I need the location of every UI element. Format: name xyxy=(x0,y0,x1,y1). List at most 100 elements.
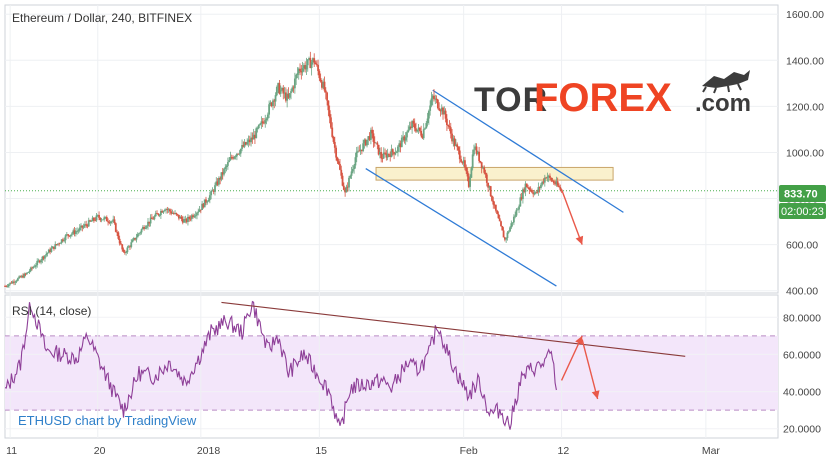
candle-body xyxy=(225,165,228,168)
candle-body xyxy=(525,183,528,188)
candle-body xyxy=(194,215,197,217)
time-tick-label: 15 xyxy=(315,445,327,457)
candle-body xyxy=(433,95,435,100)
candle-body xyxy=(91,217,94,222)
candle-body xyxy=(141,227,144,230)
candle-body xyxy=(310,62,313,69)
candle-body xyxy=(184,218,187,220)
candle-body xyxy=(85,224,88,226)
candle-body xyxy=(546,177,549,179)
candle-body xyxy=(471,154,474,169)
candle-body xyxy=(58,243,61,245)
candle-body xyxy=(59,242,62,244)
candle-body xyxy=(295,74,298,79)
candle-body xyxy=(123,251,126,253)
candle-body xyxy=(366,139,368,146)
candle-body xyxy=(455,144,457,146)
candle-body xyxy=(555,181,558,185)
candle-body xyxy=(18,276,21,279)
candle-body xyxy=(323,81,326,91)
price-tick-label: 1200.00 xyxy=(786,101,824,113)
last-price-label: 833.70 xyxy=(784,189,818,201)
candle-body xyxy=(552,181,555,184)
price-tick-label: 1600.00 xyxy=(786,9,824,21)
candle-body xyxy=(425,123,428,129)
candle-body xyxy=(248,139,251,143)
candle-body xyxy=(32,266,35,269)
candle-body xyxy=(251,137,254,140)
candle-body xyxy=(197,211,200,213)
candle-body xyxy=(558,185,560,188)
candle-body xyxy=(210,190,213,196)
candle-body xyxy=(211,190,214,192)
candle-body xyxy=(226,162,229,166)
candle-body xyxy=(37,260,40,262)
candle-body xyxy=(7,284,10,287)
candle-body xyxy=(51,246,54,249)
candle-body xyxy=(464,160,466,168)
candle-body xyxy=(331,127,334,137)
candle-body xyxy=(117,232,120,239)
tradingview-footer[interactable]: ETHUSD chart by TradingView xyxy=(18,413,197,428)
candle-body xyxy=(501,226,504,231)
candle-body xyxy=(260,121,263,124)
candle-body xyxy=(145,226,148,228)
candle-body xyxy=(47,249,50,253)
candle-body xyxy=(112,219,115,222)
candle-body xyxy=(126,247,129,253)
time-tick-label: 20 xyxy=(94,445,106,457)
price-tick-label: 400.00 xyxy=(786,286,818,298)
candle-body xyxy=(297,68,300,74)
candle-body xyxy=(308,58,310,60)
candle-body xyxy=(257,124,260,129)
candle-body xyxy=(22,275,24,278)
candle-body xyxy=(122,249,125,252)
candle-body xyxy=(442,107,444,115)
candle-body xyxy=(496,210,499,214)
candle-body xyxy=(458,150,461,160)
candle-body xyxy=(275,87,278,96)
candle-body xyxy=(94,220,97,221)
candle-body xyxy=(14,281,17,283)
candle-body xyxy=(327,100,330,111)
candle-body xyxy=(434,98,437,100)
candle-body xyxy=(470,168,473,178)
candle-body xyxy=(293,78,296,89)
candle-body xyxy=(270,102,273,107)
candle-body xyxy=(207,200,210,202)
candle-body xyxy=(417,127,420,130)
candle-body xyxy=(144,227,147,229)
candle-body xyxy=(5,286,8,287)
candle-body xyxy=(306,59,309,66)
candle-body xyxy=(427,110,430,119)
logo-com-text: .com xyxy=(695,90,751,117)
candle-body xyxy=(214,185,216,192)
candle-body xyxy=(315,64,318,65)
candle-body xyxy=(533,192,536,195)
candle-body xyxy=(23,273,26,278)
candle-body xyxy=(305,65,308,70)
candle-body xyxy=(190,215,193,219)
candle-body xyxy=(143,227,146,229)
candle-body xyxy=(98,215,100,218)
candle-body xyxy=(114,223,117,232)
candle-body xyxy=(522,189,524,200)
candle-body xyxy=(192,215,194,218)
candle-body xyxy=(424,128,426,130)
candle-body xyxy=(156,213,158,214)
candle-body xyxy=(332,136,335,142)
candle-body xyxy=(391,149,394,153)
candle-body xyxy=(412,121,415,124)
candle-body xyxy=(127,246,130,248)
candle-body xyxy=(239,148,242,154)
candle-body xyxy=(373,141,376,144)
time-tick-label: Mar xyxy=(702,445,721,457)
candle-body xyxy=(451,133,453,142)
candle-body xyxy=(551,180,554,182)
candle-body xyxy=(236,153,238,157)
candle-body xyxy=(255,128,258,139)
candle-body xyxy=(148,221,151,224)
price-tick-label: 1400.00 xyxy=(786,55,824,67)
candle-body xyxy=(108,222,111,224)
bull-icon xyxy=(702,70,750,94)
